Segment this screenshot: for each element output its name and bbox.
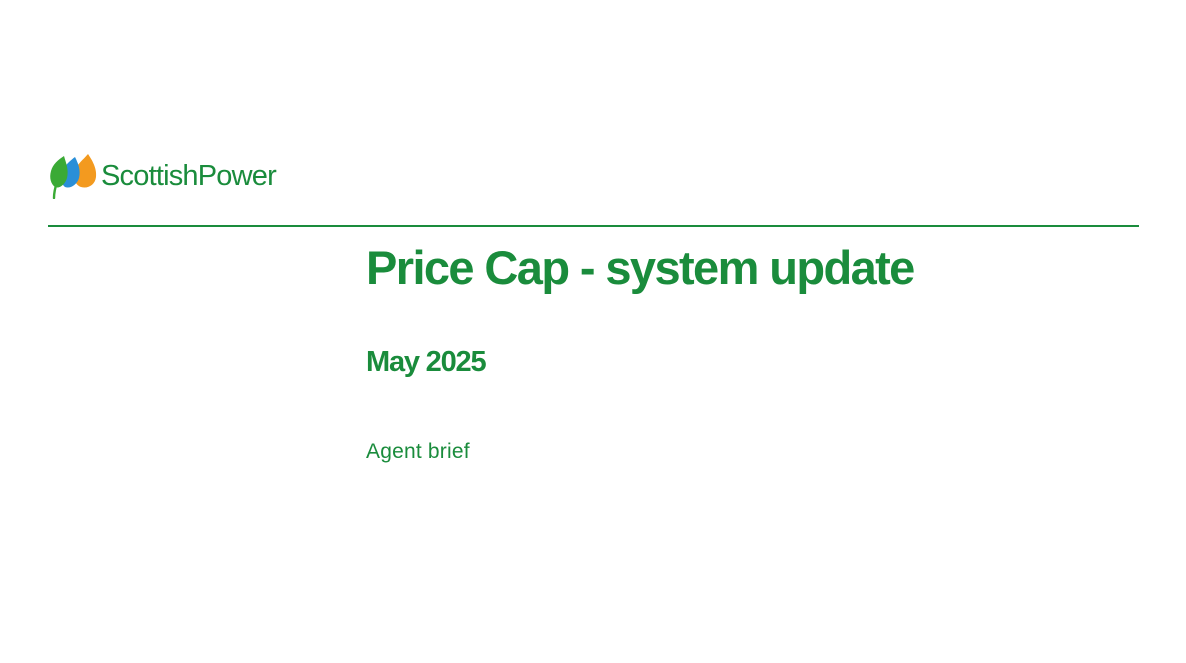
document-title: Price Cap - system update: [366, 241, 915, 294]
brand-name: ScottishPower: [101, 159, 277, 192]
leaf-stem-shape: [52, 180, 59, 199]
scottishpower-logo: ScottishPower: [48, 150, 277, 200]
flame-leaf-logo-icon: [50, 154, 97, 199]
green-leaf-shape: [50, 156, 68, 188]
document-date: May 2025: [366, 346, 487, 378]
header-divider: [48, 225, 1139, 227]
document-audience: Agent brief: [366, 440, 470, 463]
orange-flame-shape: [74, 154, 97, 188]
